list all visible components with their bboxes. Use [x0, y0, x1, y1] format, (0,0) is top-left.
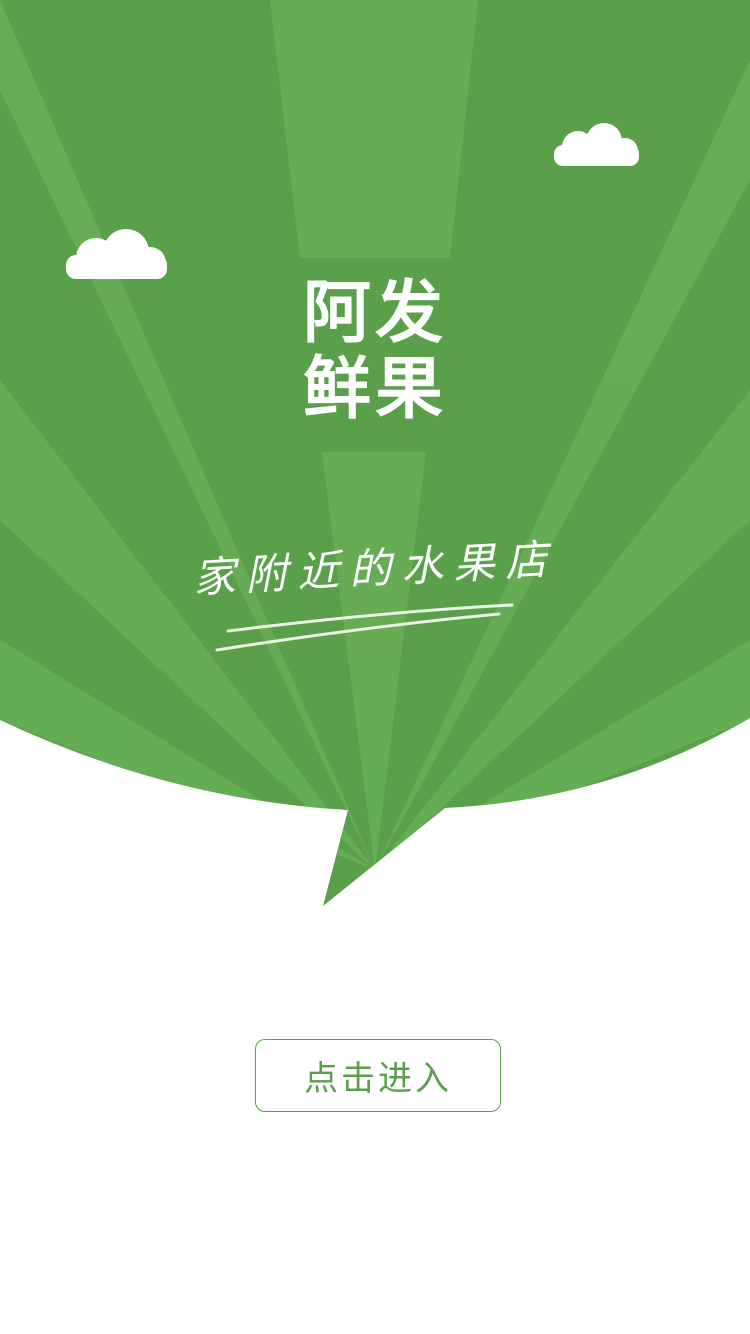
- sun-ray: [270, 0, 478, 258]
- speech-bubble-background: [0, 0, 750, 906]
- tagline-underline: [226, 603, 514, 633]
- app-title-line: 阿发: [302, 274, 447, 353]
- sun-ray: [0, 0, 375, 870]
- app-title-line: 鲜果: [302, 350, 447, 429]
- sun-ray: [375, 390, 750, 870]
- sun-ray: [375, 60, 750, 870]
- sun-ray: [0, 380, 375, 870]
- cloud-icon: [66, 229, 167, 279]
- tagline-underline: [215, 612, 501, 652]
- sun-ray: [322, 452, 426, 870]
- app-title: 阿发 鲜果: [275, 276, 475, 428]
- cloud-icon: [554, 123, 639, 166]
- enter-button[interactable]: 点击进入: [255, 1039, 501, 1112]
